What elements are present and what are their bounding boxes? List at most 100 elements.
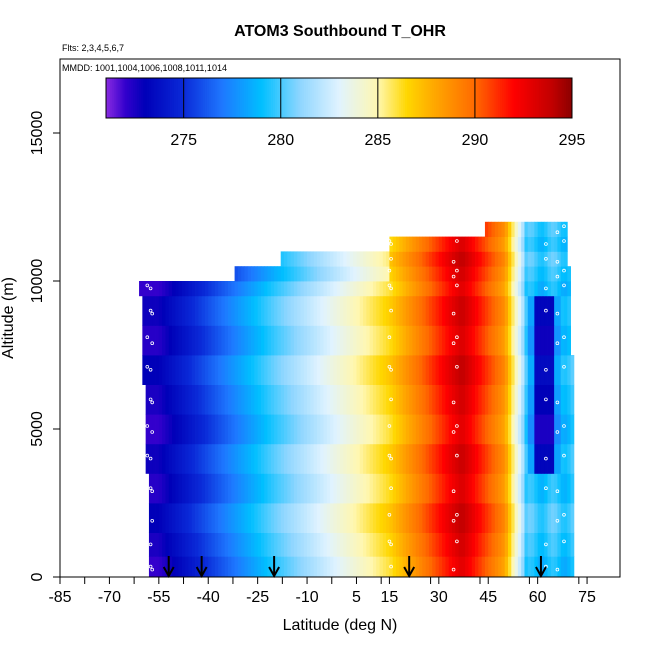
colorbar-cell [556,78,559,118]
heat-cell [310,503,315,533]
heat-cell [366,414,371,445]
heat-cell [359,556,364,578]
heat-cell [442,295,446,326]
heat-cell [297,295,301,326]
heat-cell [504,325,509,356]
heat-cell [336,355,341,385]
heat-cell [218,384,222,415]
heat-cell [218,295,222,326]
heat-cell [234,295,239,326]
heat-cell [452,443,456,474]
heat-cell [363,414,367,445]
heat-cell [461,556,466,578]
heat-cell [432,251,436,267]
heat-cell [336,281,341,297]
heat-cell [270,266,275,282]
heat-cell [185,414,189,445]
heat-cell [224,556,229,578]
heat-cell [412,503,417,533]
heat-cell [293,443,298,474]
heat-cell [534,384,539,415]
heat-cell [442,266,446,282]
obs-point [389,308,393,313]
heat-cell [247,384,252,415]
heat-cell [445,236,450,252]
heat-cell [514,384,519,415]
heat-cell [274,503,278,533]
heat-cell [353,325,357,356]
heat-cell [432,503,436,533]
heat-cell [264,443,268,474]
heat-cell [481,473,486,504]
heat-cell [494,355,499,385]
obs-point [145,335,150,340]
chart-title: ATOM3 Southbound T_OHR [234,23,446,40]
heat-cell [386,266,390,282]
colorbar-cell [315,78,319,118]
colorbar-cell [348,78,352,118]
heat-cell [419,251,423,267]
heat-cell [399,556,403,578]
colorbar-cell [360,78,363,118]
heat-cell [396,384,400,415]
obs-point [455,364,459,369]
heat-cell [142,325,147,356]
heat-cell [382,473,387,504]
heat-cell [175,473,179,504]
heat-cell [293,532,298,557]
heat-cell [419,556,423,578]
heat-cell [488,532,492,557]
heat-cell [353,503,357,533]
heat-cell [152,384,156,415]
heat-cell [372,503,377,533]
colorbar-cell [507,78,511,118]
heat-cell [521,266,525,282]
heat-cell [214,443,219,474]
heat-cell [445,414,450,445]
heat-cell [185,384,189,415]
obs-point [451,274,456,279]
heat-cell [501,503,506,533]
colorbar-cell [471,78,474,118]
colorbar-cell [517,78,520,118]
heat-cell [465,443,469,474]
heat-cell [363,281,367,297]
heat-cell [158,443,163,474]
heat-cell [162,384,166,415]
heat-cell [313,556,318,578]
heat-cell [405,556,410,578]
heat-cell [554,281,558,297]
heat-cell [422,532,427,557]
heat-cell [498,532,502,557]
heat-cell [386,503,390,533]
heat-cell [333,414,338,445]
colorbar-cell [113,78,117,118]
heat-cell [313,281,318,297]
heat-cell [382,251,387,267]
obs-point [555,430,560,434]
colorbar-cell [383,78,386,118]
heat-cell [359,414,364,445]
colorbar-cell [478,78,482,118]
heat-cell [435,473,440,504]
heat-cell [468,355,473,385]
heat-cell [267,266,272,282]
x-tick-label: 5 [352,589,361,606]
heat-cell [448,414,453,445]
heat-cell [376,251,380,267]
heat-cell [438,556,443,578]
heat-cell [442,325,446,356]
heat-cell [287,266,291,282]
heat-cell [425,532,430,557]
heat-cell [458,384,463,415]
heat-cell [547,281,552,297]
heat-cell [241,503,245,533]
heat-cell [494,443,499,474]
heat-cell [284,384,288,415]
x-tick-label: -40 [197,589,220,606]
heat-cell [567,266,571,282]
heat-cell [254,532,259,557]
heat-cell [201,414,206,445]
colorbar-cell [362,78,365,118]
colorbar-cell [185,78,188,118]
